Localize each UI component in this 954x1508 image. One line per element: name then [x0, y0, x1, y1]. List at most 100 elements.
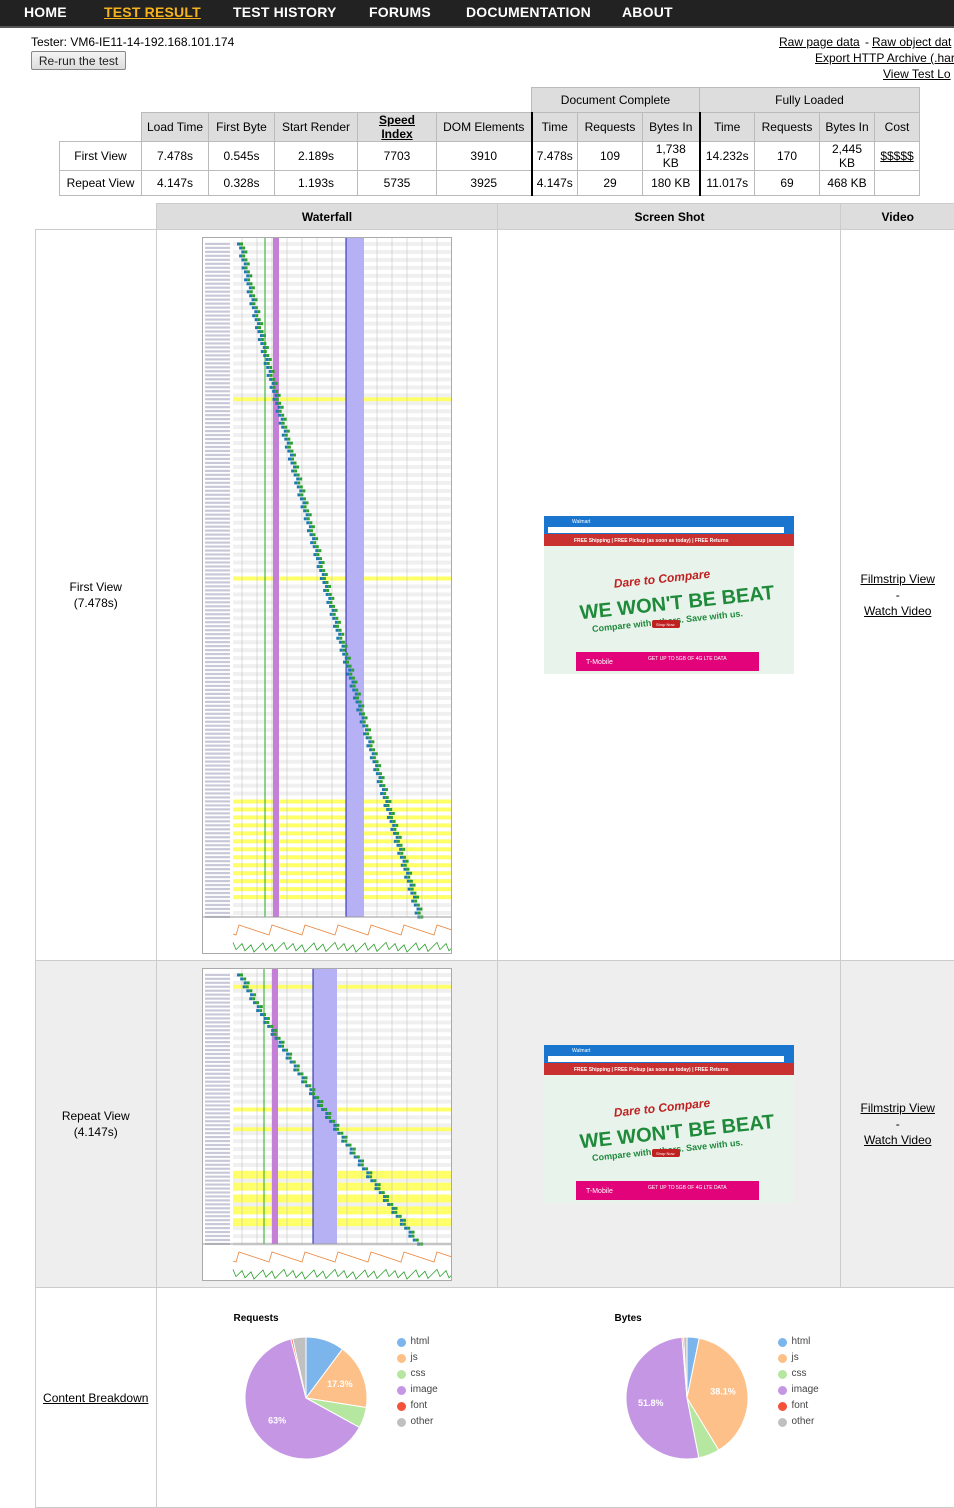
waterfall-url-label — [204, 505, 230, 508]
waterfall-bar-download — [278, 401, 282, 405]
waterfall-bar-dns — [243, 261, 247, 265]
waterfall-bar-dns — [413, 903, 417, 907]
waterfall-bar-dns — [256, 1004, 260, 1008]
waterfall-bar-download — [336, 1123, 340, 1127]
waterfall-bar-dns — [382, 795, 386, 799]
waterfall-bar-dns — [312, 536, 316, 540]
waterfall-bar-download — [368, 735, 372, 739]
waterfall-bar-dns — [287, 449, 291, 453]
waterfall-bar-dns — [406, 879, 410, 883]
waterfall-url-label — [204, 756, 230, 759]
export-har-link[interactable]: Export HTTP Archive (.har — [815, 51, 954, 65]
cost-link[interactable]: $$$$$ — [874, 141, 920, 171]
content-breakdown-link[interactable]: Content Breakdown — [43, 1390, 149, 1405]
waterfall-bar-download — [359, 707, 363, 711]
waterfall-bar-dns — [399, 847, 403, 851]
waterfall-bar-dns — [358, 703, 362, 707]
nav-about[interactable]: ABOUT — [622, 4, 673, 20]
nav-home[interactable]: HOME — [24, 4, 67, 20]
nav-test-result[interactable]: TEST RESULT — [104, 4, 201, 20]
waterfall-bar-dns — [321, 572, 325, 576]
waterfall-bar-download — [411, 1230, 415, 1234]
waterfall-bar-download — [309, 528, 313, 532]
legend-item-css: css — [396, 1367, 438, 1384]
waterfall-url-label — [204, 1194, 230, 1198]
waterfall-url-label — [204, 397, 230, 400]
filmstrip-view-link[interactable]: Filmstrip View — [860, 1101, 935, 1115]
waterfall-bar-dns — [255, 325, 259, 329]
waterfall-bar-dns — [257, 329, 261, 333]
waterfall-bar-download — [292, 453, 296, 457]
waterfall-bar-dns — [284, 437, 288, 441]
waterfall-bar-download — [361, 711, 365, 715]
waterfall-url-label — [204, 1004, 230, 1008]
legend-item-css: css — [777, 1368, 819, 1384]
waterfall-url-label — [204, 437, 230, 440]
waterfall-bar-dns — [404, 875, 408, 879]
waterfall-bar-download — [383, 791, 387, 795]
nav-documentation[interactable]: DOCUMENTATION — [466, 4, 591, 20]
waterfall-bar-dns — [399, 1222, 403, 1226]
waterfall-bar-download — [366, 731, 370, 735]
waterfall-url-label — [204, 660, 230, 663]
waterfall-bar-download — [252, 293, 256, 297]
watch-video-link[interactable]: Watch Video — [864, 604, 932, 618]
waterfall-row-stripe — [232, 568, 451, 573]
waterfall-bar-dns — [339, 648, 343, 652]
waterfall-row-stripe — [232, 735, 451, 740]
first-view-screenshot[interactable]: Walmart FREE Shipping | FREE Pickup (as s… — [544, 516, 795, 674]
video-header: Video — [840, 203, 954, 230]
waterfall-url-label — [204, 441, 230, 444]
waterfall-url-label — [204, 624, 230, 627]
waterfall-url-label — [204, 632, 230, 635]
raw-page-data-link[interactable]: Raw page data — [779, 35, 860, 49]
waterfall-url-label — [204, 819, 230, 822]
waterfall-row-highlight — [232, 1186, 451, 1191]
waterfall-bar-download — [256, 1000, 260, 1004]
waterfall-bar-dns — [312, 544, 316, 548]
waterfall-url-label — [204, 389, 230, 392]
filmstrip-view-link[interactable]: Filmstrip View — [860, 572, 935, 586]
waterfall-bar-dns — [375, 763, 379, 767]
waterfall-url-label — [204, 640, 230, 643]
waterfall-url-label — [204, 258, 230, 261]
waterfall-row-highlight — [232, 396, 451, 401]
waterfall-url-label — [204, 588, 230, 591]
view-test-log-link[interactable]: View Test Lo — [883, 67, 951, 81]
raw-object-data-link[interactable]: Raw object dat — [872, 35, 952, 49]
repeat-view-screenshot[interactable]: Walmart FREE Shipping | FREE Pickup (as s… — [544, 1045, 795, 1203]
promo-cta — [652, 620, 681, 628]
waterfall-bar-dns — [265, 357, 269, 361]
waterfall-bar-download — [328, 592, 332, 596]
legend-swatch — [777, 1385, 787, 1395]
waterfall-bar-download — [400, 851, 404, 855]
col-speed-index[interactable]: Speed Index — [357, 112, 437, 142]
waterfall-bar-download — [299, 476, 303, 480]
nav-test-history[interactable]: TEST HISTORY — [233, 4, 337, 20]
waterfall-bar-download — [318, 548, 322, 552]
waterfall-row-stripe — [232, 1114, 451, 1119]
first-view-waterfall[interactable] — [201, 236, 452, 954]
waterfall-bar-dns — [254, 317, 258, 321]
rerun-button[interactable]: Re-run the test — [31, 51, 126, 70]
waterfall-row-highlight — [232, 854, 451, 859]
legend-label: css — [410, 1367, 426, 1379]
waterfall-bar-download — [385, 795, 389, 799]
col-cost: Cost — [874, 112, 920, 142]
waterfall-bar-download — [293, 461, 297, 465]
waterfall-url-label — [204, 712, 230, 715]
waterfall-bar-dns — [270, 1032, 274, 1036]
waterfall-url-label — [204, 401, 230, 404]
watch-video-link[interactable]: Watch Video — [864, 1133, 932, 1147]
waterfall-row-stripe — [232, 671, 451, 676]
repeat-view-waterfall[interactable] — [201, 967, 452, 1281]
bytes-legend: html js css image font other — [777, 1336, 819, 1432]
nav-forums[interactable]: FORUMS — [369, 4, 431, 20]
legend-label: html — [410, 1335, 430, 1347]
waterfall-bar-dns — [266, 365, 270, 369]
waterfall-url-label — [204, 357, 230, 360]
waterfall-url-label — [204, 791, 230, 795]
waterfall-row-stripe — [232, 289, 451, 294]
waterfall-bar-download — [392, 819, 396, 823]
top-nav: HOME TEST RESULT TEST HISTORY FORUMS DOC… — [0, 0, 954, 28]
